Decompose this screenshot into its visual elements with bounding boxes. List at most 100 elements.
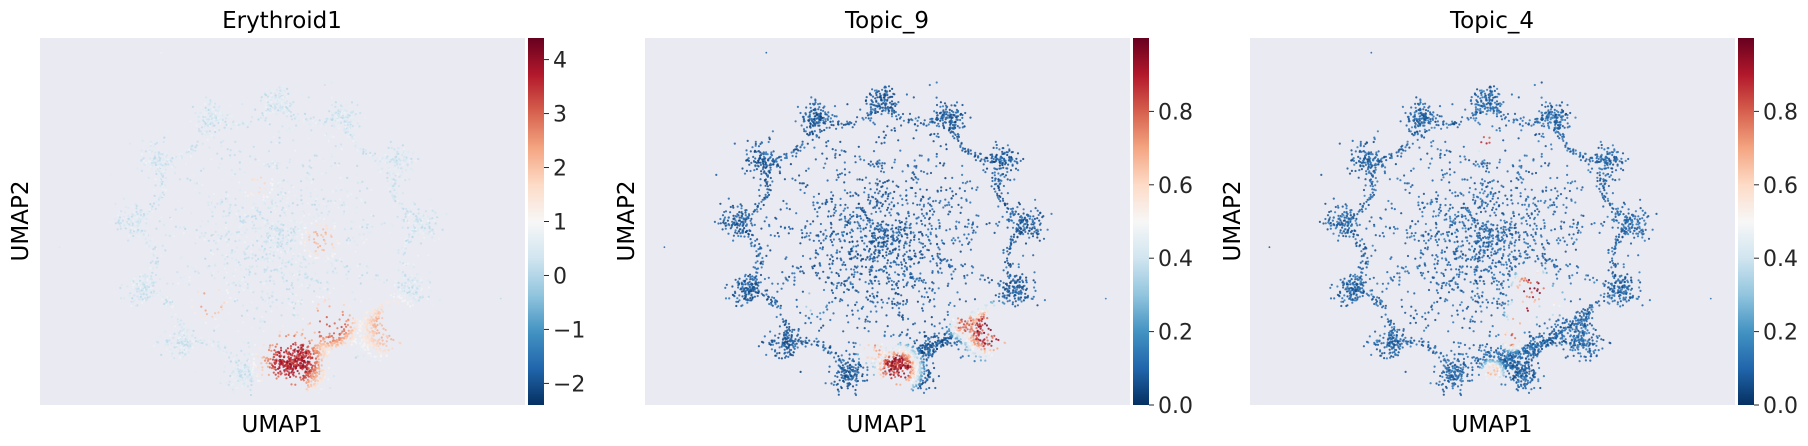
umap-point — [981, 329, 984, 332]
umap-point — [385, 355, 388, 358]
umap-point — [210, 113, 213, 116]
umap-point — [325, 316, 328, 319]
umap-point — [335, 115, 338, 118]
umap-point — [380, 304, 383, 307]
umap-point — [265, 212, 268, 215]
umap-point — [168, 296, 171, 300]
umap-point — [334, 258, 337, 261]
umap-point — [317, 122, 320, 125]
umap-point — [316, 346, 319, 349]
umap-point — [238, 181, 241, 184]
umap-point — [1038, 219, 1041, 222]
umap-point — [312, 238, 316, 241]
umap-point — [213, 106, 216, 109]
umap-point — [218, 347, 221, 350]
umap-point — [308, 159, 311, 162]
umap-point — [280, 243, 284, 246]
umap-point — [190, 145, 193, 148]
umap-point — [225, 240, 228, 244]
umap-point — [401, 202, 404, 205]
umap-point — [355, 263, 358, 266]
umap-point — [230, 251, 234, 254]
umap-point — [1032, 279, 1035, 282]
umap-point — [194, 336, 197, 339]
umap-point — [273, 367, 276, 371]
umap-point — [937, 122, 940, 125]
umap-point — [268, 366, 271, 369]
umap-point — [256, 265, 259, 268]
umap-point — [158, 335, 161, 338]
umap-point — [211, 210, 214, 214]
umap-point — [410, 291, 413, 294]
umap-point — [320, 188, 323, 191]
umap-point — [306, 384, 310, 387]
umap-point — [150, 168, 153, 171]
umap-point — [274, 353, 277, 356]
umap-point — [1029, 210, 1032, 213]
umap-point — [275, 377, 278, 380]
umap-point — [285, 201, 288, 204]
umap-point — [402, 262, 405, 265]
umap-point — [398, 163, 402, 166]
umap-point — [364, 315, 367, 318]
umap-point — [250, 383, 253, 387]
umap-point — [270, 104, 273, 108]
umap-point — [886, 98, 889, 101]
panel-title: Erythroid1 — [222, 8, 342, 34]
umap-point — [141, 139, 144, 142]
umap-point — [330, 96, 333, 99]
umap-point — [124, 205, 127, 209]
umap-point — [274, 351, 278, 354]
umap-point — [152, 161, 155, 164]
umap-point — [337, 109, 340, 112]
umap-point — [411, 286, 414, 289]
umap-point — [312, 261, 316, 264]
umap-point — [281, 359, 284, 362]
umap-point — [343, 228, 346, 231]
umap-point — [397, 166, 400, 169]
umap-point — [404, 159, 407, 162]
umap-point — [292, 245, 296, 248]
umap-point — [379, 160, 382, 163]
umap-point — [114, 222, 117, 225]
umap-point — [294, 116, 297, 119]
umap-point — [396, 147, 399, 150]
umap-point — [375, 158, 378, 161]
umap-point — [142, 235, 145, 238]
umap-point — [166, 296, 169, 299]
umap-point — [324, 353, 327, 356]
umap-point — [149, 157, 152, 160]
umap-point — [239, 217, 242, 220]
umap-point — [307, 352, 310, 356]
umap-point — [245, 273, 248, 276]
umap-point — [380, 308, 383, 311]
umap-point — [280, 355, 283, 358]
umap-point — [241, 206, 244, 209]
umap-point — [364, 116, 367, 119]
umap-point — [956, 115, 960, 118]
umap-point — [279, 214, 282, 217]
umap-point — [311, 347, 314, 350]
umap-point — [282, 96, 285, 99]
umap-point — [992, 157, 995, 161]
umap-point — [237, 291, 241, 294]
colorbar — [528, 38, 544, 405]
umap-point — [341, 204, 344, 207]
umap-point — [340, 113, 343, 116]
umap-point — [923, 370, 926, 373]
umap-point — [278, 141, 281, 144]
umap-point — [393, 160, 396, 163]
umap-point — [296, 203, 299, 207]
umap-point — [393, 198, 396, 201]
umap-point — [404, 247, 407, 250]
umap-point — [242, 341, 245, 344]
umap-point — [150, 250, 153, 253]
umap-point — [162, 276, 165, 279]
umap-point — [249, 303, 252, 306]
umap-point — [282, 252, 286, 255]
umap-point — [415, 300, 418, 303]
umap-point — [361, 320, 364, 323]
umap-point — [212, 253, 215, 256]
umap-point — [349, 326, 352, 329]
umap-point — [417, 299, 420, 302]
